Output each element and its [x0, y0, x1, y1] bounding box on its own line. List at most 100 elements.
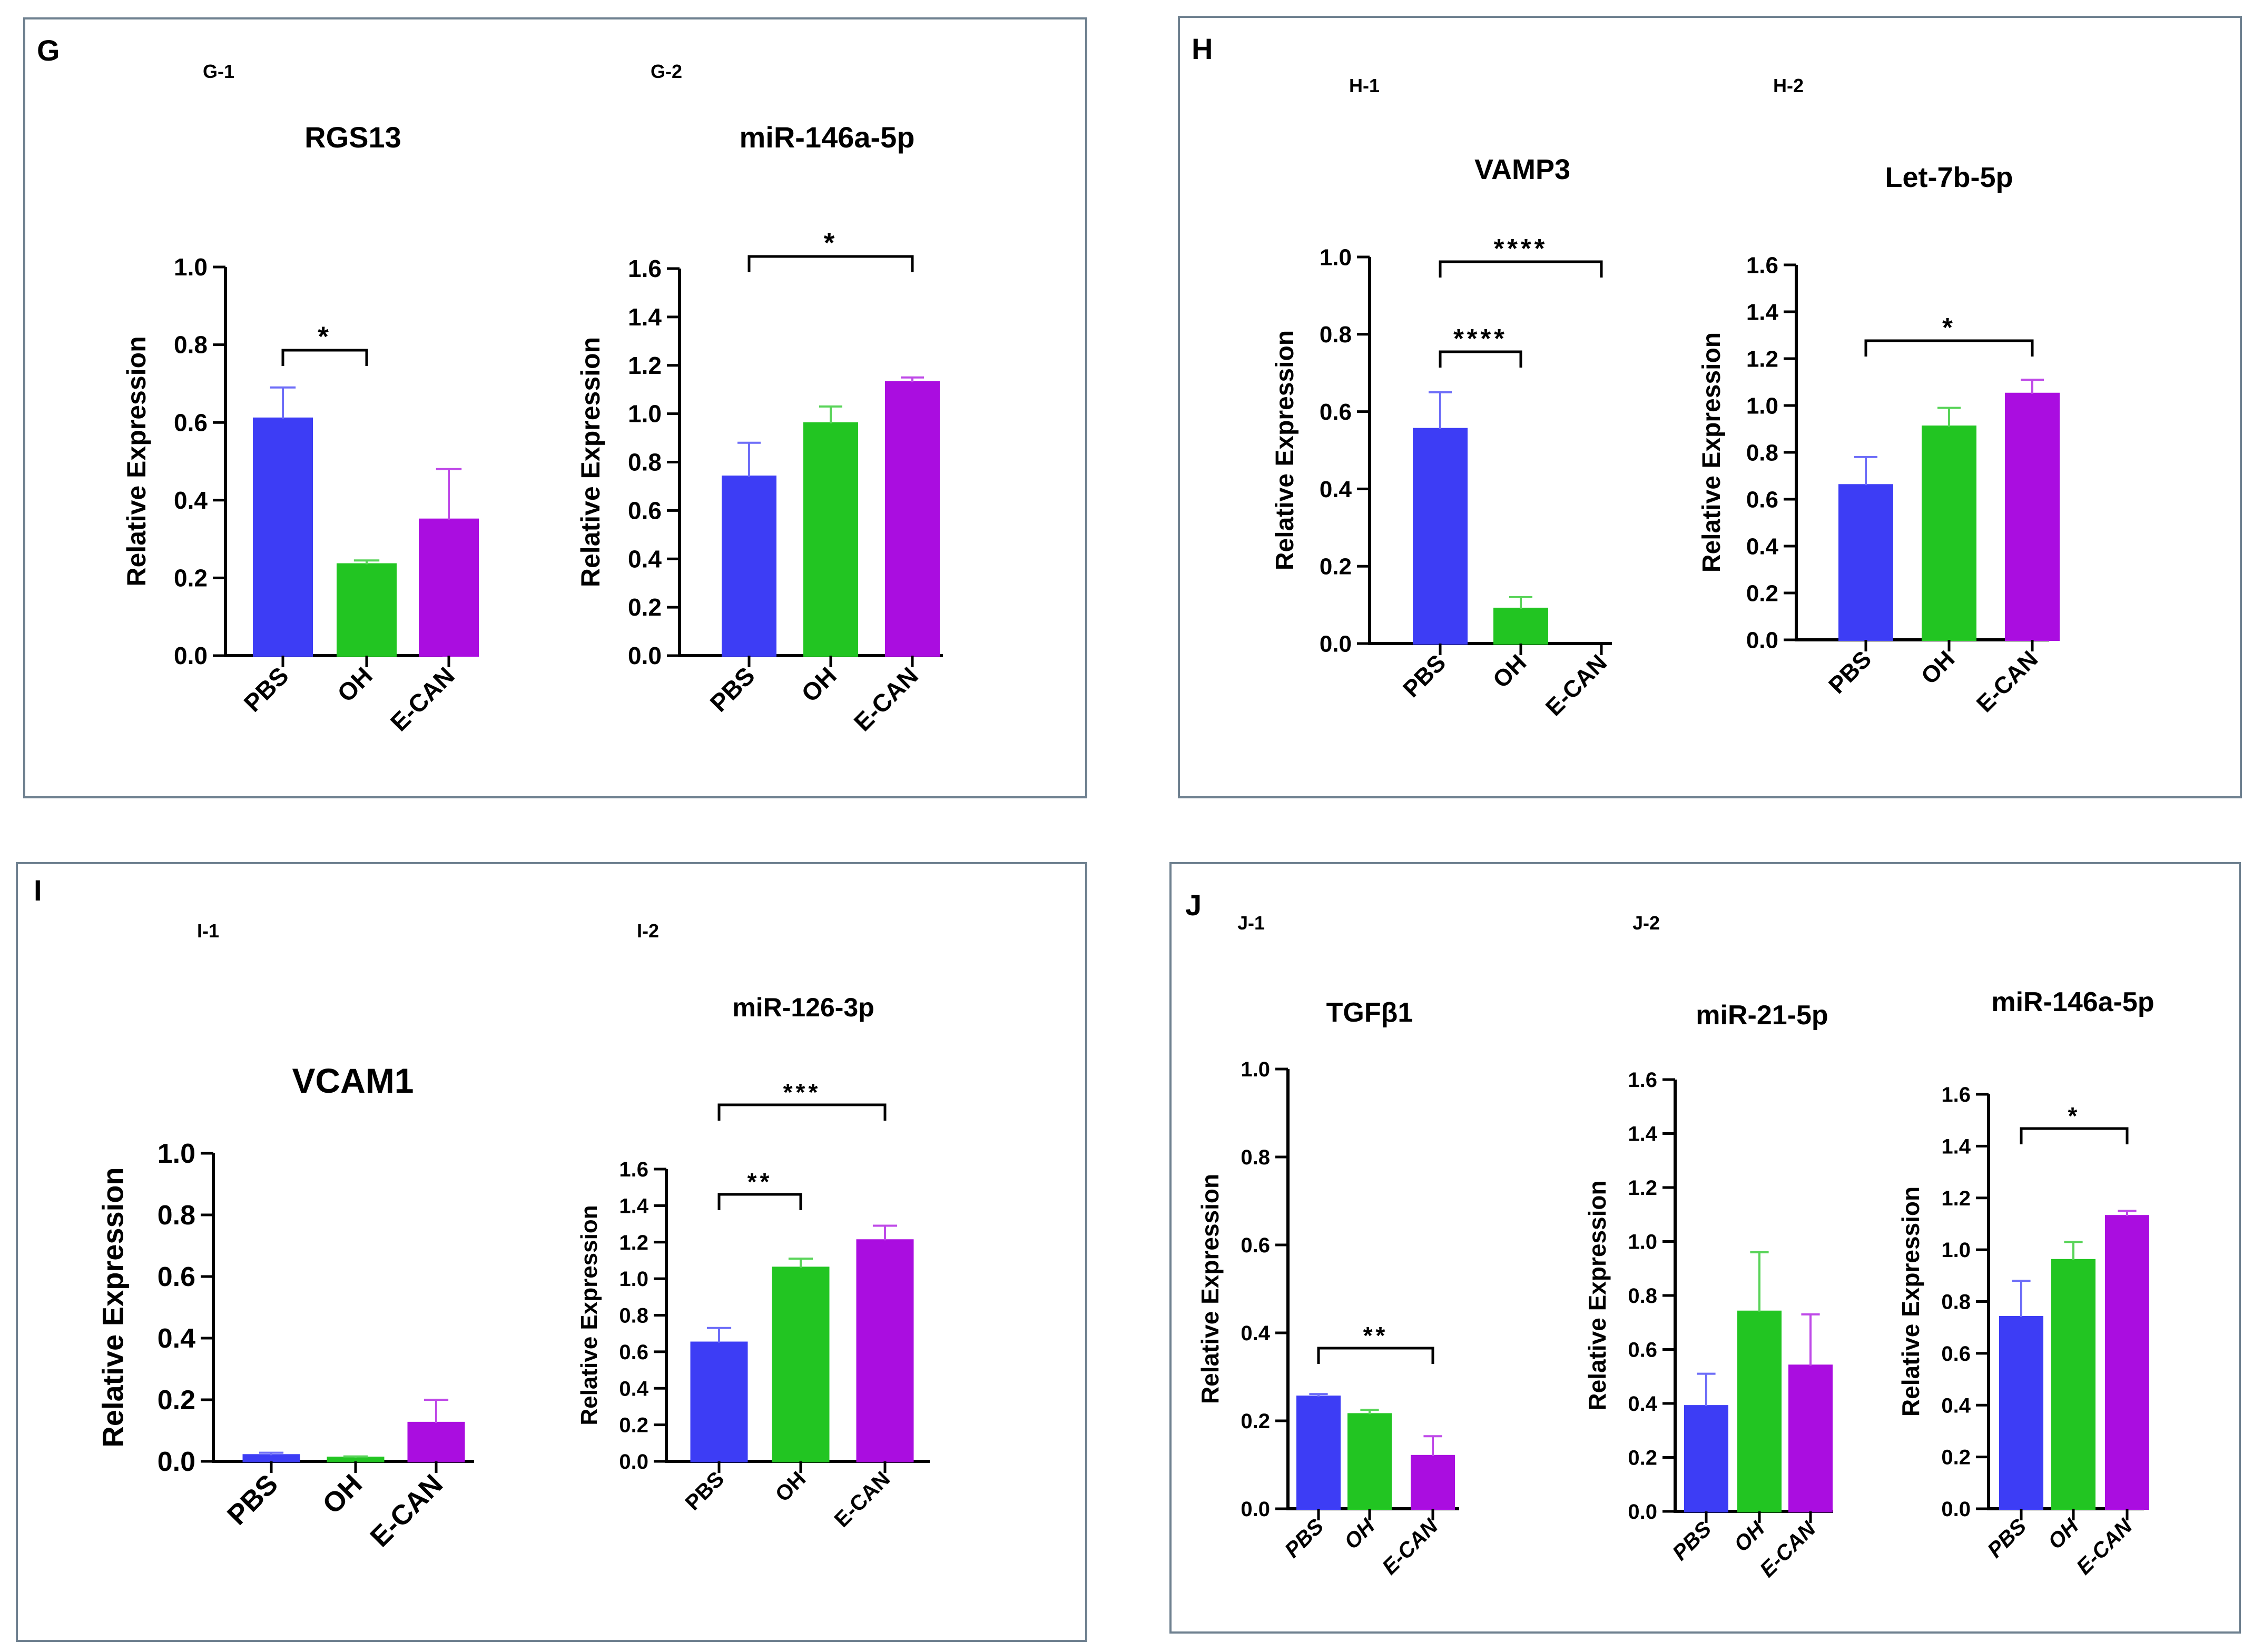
y-tick-label-g-1: 0.6 [174, 409, 208, 436]
y-tick-label-h-1: 0.0 [1320, 631, 1352, 657]
y-tick-label-j-2: 0.2 [1628, 1447, 1657, 1470]
x-tick-label-h-1-e-can: E-CAN [1540, 649, 1612, 721]
y-tick-label-j-3: 0.2 [1941, 1446, 1971, 1469]
panel-letter-i: I [34, 874, 42, 907]
y-axis-label-g-2: Relative Expression [576, 337, 605, 587]
y-tick-label-g-2: 0.0 [628, 642, 662, 669]
sig-bracket-h-1 [1439, 260, 1603, 278]
sub-label-g-1: G-1 [203, 61, 234, 82]
x-tick-label-g-1-pbs: PBS [239, 662, 294, 717]
y-axis-label-j-3: Relative Expression [1897, 1186, 1924, 1417]
bar-h-2-oh [1922, 426, 1976, 641]
y-axis-label-g-1: Relative Expression [122, 336, 151, 586]
x-tick-label-j-2-oh: OH [1729, 1516, 1770, 1557]
sig-label-h-1: **** [1494, 233, 1548, 263]
chart-title-h-2: Let-7b-5p [1885, 162, 2013, 193]
sig-bracket-h-1 [1439, 350, 1522, 368]
chart-g-2: G-2 miR-146a-5p 0.0 0.2 0.4 0.6 0.8 1.0 1.2 1.4 1.… [576, 61, 943, 736]
sub-label-j-1: J-1 [1237, 912, 1265, 934]
x-tick-label-h-2-oh: OH [1916, 646, 1960, 690]
x-tick-label-i-1-pbs: PBS [221, 1469, 284, 1531]
y-axis-label-j-2: Relative Expression [1583, 1180, 1611, 1410]
y-tick-label-j-1: 0.0 [1241, 1498, 1270, 1521]
x-tick-label-g-2-e-can: E-CAN [849, 662, 923, 737]
y-tick-label-j-2: 0.4 [1628, 1392, 1657, 1416]
y-axis-label-i-2: Relative Expression [576, 1205, 602, 1425]
y-tick-label-h-1: 1.0 [1320, 244, 1352, 270]
chart-title-j-3: miR-146a-5p [1991, 987, 2154, 1017]
chart-j-1: J-1 TGFβ1 0.0 0.2 0.4 0.6 0.8 1.0 Relative Expre… [1196, 912, 1459, 1579]
chart-title-h-1: VAMP3 [1474, 154, 1570, 185]
y-tick-label-j-3: 1.4 [1941, 1135, 1971, 1158]
y-tick-label-g-2: 1.2 [628, 352, 662, 379]
bar-g-1-oh [337, 563, 397, 657]
bar-j-2-e-can [1788, 1364, 1833, 1512]
sig-label-h-2: * [1942, 312, 1956, 342]
y-tick-label-g-1: 0.2 [174, 565, 208, 592]
y-axis-label-i-1: Relative Expression [96, 1167, 129, 1447]
sig-bracket-j-3 [2020, 1127, 2129, 1144]
y-tick-label-h-2: 1.4 [1746, 299, 1779, 325]
y-tick-label-h-1: 0.8 [1320, 322, 1352, 348]
x-tick-label-g-2-oh: OH [796, 662, 842, 708]
bar-h-2-e-can [2005, 392, 2060, 641]
y-tick-label-i-2: 0.6 [619, 1341, 648, 1364]
y-tick-label-g-1: 0.8 [174, 331, 208, 359]
bar-j-2-oh [1737, 1310, 1782, 1512]
y-tick-label-h-1: 0.2 [1320, 554, 1352, 580]
bar-i-1-e-can [407, 1421, 465, 1462]
bar-j-3-pbs [1999, 1316, 2043, 1510]
bar-i-2-e-can [856, 1239, 914, 1462]
x-tick-label-j-2-pbs: PBS [1668, 1517, 1716, 1565]
sig-label-h-1: **** [1453, 323, 1508, 353]
y-tick-label-h-1: 0.4 [1320, 477, 1352, 502]
chart-title-j-1: TGFβ1 [1326, 997, 1413, 1028]
sig-bracket-i-2 [717, 1103, 887, 1121]
x-tick-label-g-1-oh: OH [332, 662, 378, 708]
x-tick-label-h-1-oh: OH [1488, 649, 1532, 694]
y-tick-label-h-2: 1.2 [1746, 346, 1778, 372]
x-tick-label-h-2-pbs: PBS [1823, 646, 1876, 699]
y-tick-label-i-1: 0.4 [158, 1323, 195, 1354]
y-tick-label-j-2: 0.6 [1628, 1339, 1657, 1362]
sig-label-j-1: ** [1363, 1322, 1389, 1349]
y-tick-label-i-1: 0.8 [158, 1200, 195, 1231]
x-tick-label-j-2-e-can: E-CAN [1755, 1516, 1821, 1582]
y-tick-label-i-2: 0.8 [619, 1304, 648, 1328]
sig-bracket-j-1 [1317, 1347, 1434, 1364]
sig-label-j-3: * [2068, 1102, 2081, 1130]
chart-j-2: J-2 miR-21-5p 0.0 0.2 0.4 0.6 0.8 1.0 1.2 1.4 1.6 R… [1583, 912, 1833, 1582]
y-tick-label-i-1: 0.0 [158, 1447, 195, 1477]
x-tick-label-g-1-e-can: E-CAN [385, 662, 460, 737]
bar-g-2-oh [803, 422, 858, 657]
sig-bracket-h-2 [1864, 339, 2034, 357]
y-tick-label-j-3: 0.0 [1941, 1498, 1971, 1521]
y-tick-label-j-1: 0.4 [1241, 1322, 1270, 1345]
panel-letter-g: G [37, 34, 60, 67]
x-tick-label-h-1-pbs: PBS [1398, 649, 1451, 703]
sub-label-j-2: J-2 [1632, 912, 1660, 934]
y-tick-label-i-1: 0.2 [158, 1385, 195, 1416]
x-tick-label-j-3-oh: OH [2043, 1513, 2084, 1554]
y-tick-label-j-1: 0.8 [1241, 1146, 1270, 1169]
y-tick-label-h-1: 0.6 [1320, 399, 1352, 425]
y-tick-label-h-2: 0.0 [1746, 627, 1778, 653]
sig-bracket-g-1 [281, 349, 368, 366]
y-tick-label-i-2: 0.2 [619, 1414, 648, 1437]
sub-label-i-1: I-1 [197, 920, 219, 942]
bar-h-2-pbs [1838, 484, 1893, 641]
y-tick-label-j-3: 0.8 [1941, 1291, 1971, 1314]
y-tick-label-j-2: 1.2 [1628, 1176, 1657, 1200]
chart-i-1: I-1 VCAM1 0.0 0.2 0.4 0.6 0.8 1.0 Relative Expre… [96, 920, 474, 1553]
x-tick-label-h-2-e-can: E-CAN [1971, 646, 2043, 718]
bar-h-1-oh [1493, 607, 1548, 645]
y-tick-label-g-1: 0.0 [174, 642, 208, 669]
bar-i-1-oh [327, 1456, 385, 1462]
x-tick-label-j-1-pbs: PBS [1280, 1514, 1329, 1562]
sub-label-g-2: G-2 [651, 61, 682, 82]
y-tick-label-j-1: 0.2 [1241, 1410, 1270, 1433]
y-tick-label-h-2: 0.4 [1746, 533, 1779, 559]
y-tick-label-j-2: 0.8 [1628, 1284, 1657, 1308]
panel-h [1178, 16, 2242, 798]
